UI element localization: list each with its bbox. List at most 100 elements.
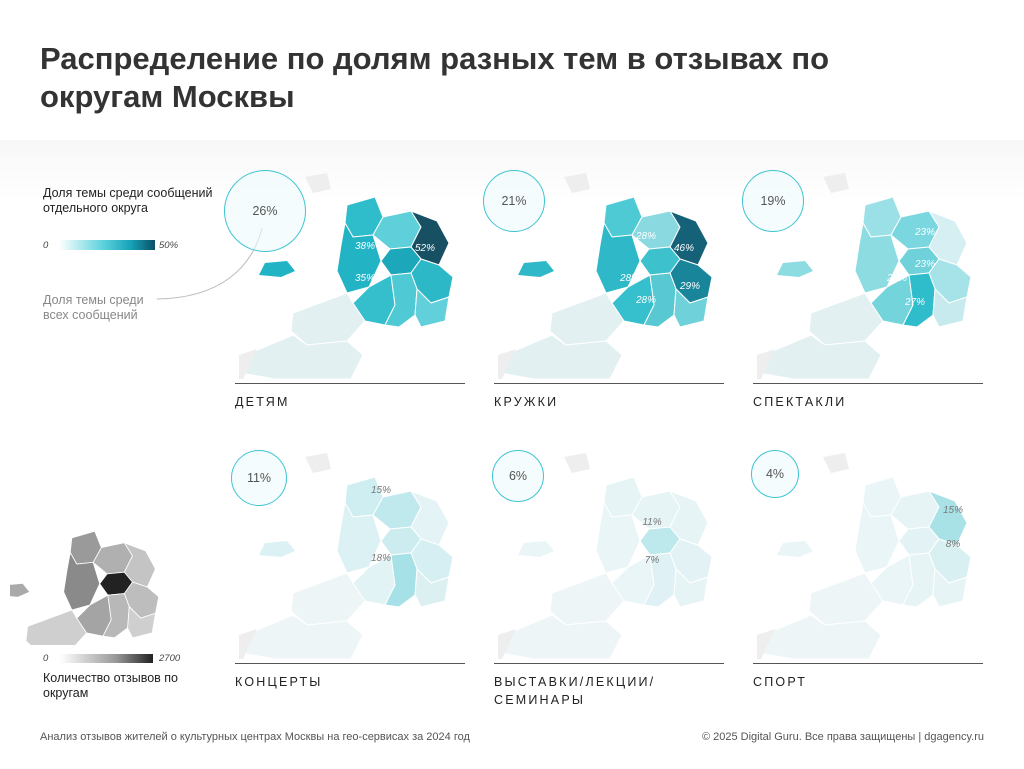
panel-baseline — [235, 663, 465, 664]
panel-topic-label: ВЫСТАВКИ/ЛЕКЦИИ/ СЕМИНАРЫ — [494, 675, 656, 707]
district-shape-se — [673, 287, 709, 328]
zelenograd-shape — [518, 261, 554, 277]
overall-share-bubble: 26% — [224, 170, 306, 252]
panel-2: 28% 46% 28% 29% 28% 21% КРУЖКИ — [483, 165, 734, 415]
district-share-label: 18% — [371, 553, 391, 564]
district-share-label: 28% — [619, 273, 640, 284]
district-share-label: 38% — [355, 241, 375, 252]
outer-district-shape — [758, 334, 882, 380]
overall-share-bubble: 11% — [231, 450, 287, 506]
overall-share-bubble: 21% — [483, 170, 545, 232]
panel-baseline — [753, 383, 983, 384]
district-shape-se — [932, 287, 968, 328]
legend-color-scale — [59, 240, 155, 250]
district-share-label: 15% — [371, 485, 391, 496]
panel-5: 11% 7% 6% ВЫСТАВКИ/ЛЕКЦИИ/ СЕМИНАРЫ — [492, 445, 734, 707]
district-shape-se — [673, 567, 709, 608]
zelenograd-shape — [777, 541, 813, 557]
panel-topic-label: ДЕТЯМ — [235, 395, 290, 409]
panel-1: 38% 52% 35% 26% ДЕТЯМ — [224, 165, 475, 415]
footer-copyright: © 2025 Digital Guru. Все права защищены … — [701, 731, 984, 743]
outer-district-shape — [758, 614, 882, 660]
panel-baseline — [494, 663, 724, 664]
outer-district-shape — [808, 572, 884, 626]
district-shape-se — [414, 567, 450, 608]
zelenograd-shape — [259, 261, 295, 277]
district-shape-s — [902, 272, 936, 328]
panel-baseline — [494, 383, 724, 384]
panel-3: 23% 23% 23% 27% 19% СПЕКТАКЛИ — [742, 165, 993, 415]
district-share-label: 15% — [943, 505, 963, 516]
panel-topic-label: СПОРТ — [753, 675, 808, 689]
count-outer-district-shape — [25, 609, 88, 645]
district-share-label: 35% — [355, 273, 375, 284]
outer-district-shape — [290, 292, 366, 346]
outer-district-shape — [499, 334, 623, 380]
district-share-label: 28% — [635, 231, 656, 242]
zelenograd-shape — [777, 261, 813, 277]
count-outer-district-shape — [25, 643, 30, 645]
outer-district-shape — [290, 572, 366, 626]
legend-scale-min: 0 — [43, 240, 49, 251]
district-share-label: 28% — [635, 295, 656, 306]
overall-share-bubble: 6% — [492, 450, 544, 502]
surrounding-area-shape — [239, 453, 331, 659]
zelenograd-shape — [259, 541, 295, 557]
district-share-label: 8% — [946, 539, 961, 550]
district-share-label: 23% — [914, 259, 935, 270]
count-zelenograd-shape — [10, 583, 30, 597]
page-title: Распределение по долям разных тем в отзы… — [40, 41, 830, 114]
count-scale-min: 0 — [43, 653, 49, 664]
district-map: 15% 8% — [757, 453, 972, 660]
district-shape-s — [384, 272, 418, 328]
legend-scale-max: 50% — [159, 240, 179, 251]
district-shape-s — [902, 552, 936, 608]
district-map: 15% 18% — [239, 453, 454, 660]
district-share-label: 23% — [886, 273, 907, 284]
district-share-label: 29% — [679, 281, 700, 292]
outer-district-shape — [499, 614, 623, 660]
panel-baseline — [235, 383, 465, 384]
panel-topic-label: КРУЖКИ — [494, 395, 559, 409]
overall-share-bubble: 19% — [742, 170, 804, 232]
outer-district-shape — [240, 614, 364, 660]
panel-topic-label: КОНЦЕРТЫ — [235, 675, 323, 689]
count-scale-max: 2700 — [159, 653, 181, 664]
outer-district-shape — [808, 292, 884, 346]
footer-source: Анализ отзывов жителей о культурных цент… — [40, 731, 470, 743]
zelenograd-shape — [518, 541, 554, 557]
legend-share-district-title: Доля темы среди сообщений отдельного окр… — [43, 186, 213, 215]
count-district-shape-s — [102, 593, 130, 639]
surrounding-area-shape — [239, 173, 331, 379]
surrounding-area-shape — [757, 173, 849, 379]
count-district-shape-se — [127, 605, 156, 639]
count-title: Количество отзывов по округам — [43, 671, 179, 700]
overall-share-bubble: 4% — [751, 450, 799, 498]
district-shape-s — [384, 552, 418, 608]
panel-6: 15% 8% 4% СПОРТ — [751, 445, 993, 695]
surrounding-area-shape — [757, 453, 849, 659]
panel-4: 15% 18% 11% КОНЦЕРТЫ — [231, 445, 475, 695]
district-shape-se — [932, 567, 968, 608]
outer-district-shape — [240, 334, 364, 380]
panel-baseline — [753, 663, 983, 664]
district-shape-se — [414, 287, 450, 328]
district-share-label: 27% — [904, 297, 925, 308]
legend-share-all-title: Доля темы среди всех сообщений — [43, 293, 144, 322]
district-map: 23% 23% 23% 27% — [757, 173, 972, 380]
district-share-label: 11% — [642, 517, 661, 528]
count-scale — [60, 654, 153, 663]
district-share-label: 7% — [645, 555, 660, 566]
outer-district-shape — [549, 292, 625, 346]
district-map: 28% 46% 28% 29% 28% — [498, 173, 713, 380]
district-map: 38% 52% 35% — [239, 173, 454, 380]
panel-topic-label: СПЕКТАКЛИ — [753, 395, 847, 409]
surrounding-area-shape — [498, 453, 590, 659]
district-share-label: 46% — [674, 243, 694, 254]
count-map — [10, 530, 160, 645]
outer-district-shape — [549, 572, 625, 626]
district-share-label: 52% — [415, 243, 435, 254]
district-share-label: 23% — [914, 227, 935, 238]
district-map: 11% 7% — [498, 453, 713, 660]
district-shape-s — [643, 552, 677, 608]
